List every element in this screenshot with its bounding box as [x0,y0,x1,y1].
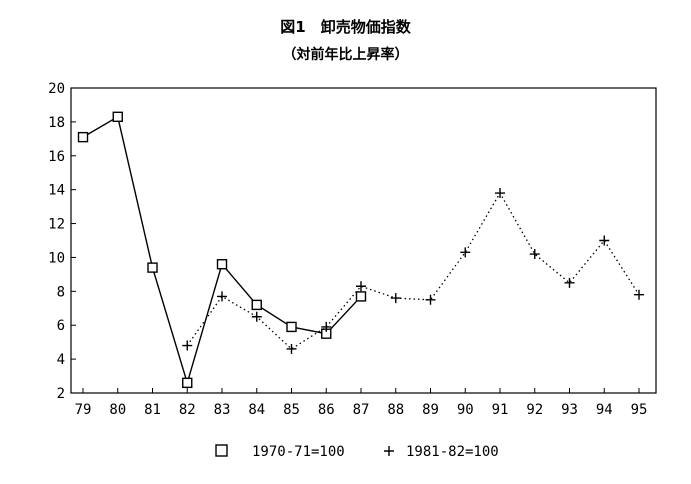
x-tick-label: 84 [248,402,265,418]
x-tick-label: 90 [457,402,474,418]
x-tick-label: 93 [561,402,578,418]
x-tick-label: 95 [631,402,648,418]
y-tick-label: 10 [48,250,65,266]
data-point-plus [564,277,575,288]
y-tick-label: 2 [57,386,65,402]
y-tick-label: 16 [48,149,65,165]
x-tick-label: 82 [179,402,196,418]
x-tick-label: 80 [109,402,126,418]
legend-square-marker [215,444,228,457]
axes: 2 4 6 8 10 12 14 16 18 20 79 80 81 82 83 84 85 86 87 88 89 90… [48,81,657,418]
y-tick-label: 14 [48,183,65,199]
series-line-1 [82,115,362,386]
x-tick-label: 88 [387,402,404,418]
data-point-square [355,291,367,302]
data-point-square [147,262,158,273]
y-tick-label: 18 [48,115,65,131]
data-point-square [77,131,89,143]
x-tick-label: 79 [75,402,92,418]
y-tick-label: 20 [48,81,65,97]
data-point-square [216,259,228,270]
series-line-2 [186,191,640,350]
data-point-plus [217,291,227,302]
data-point-plus [425,294,436,305]
data-point-square [182,377,193,389]
x-tick-label: 87 [353,402,370,418]
legend-plus-marker [384,446,394,456]
y-tick-label: 8 [57,284,65,300]
data-point-plus [182,340,193,351]
data-point-plus [321,321,332,332]
data-point-plus [286,343,297,354]
data-point-plus [251,311,262,322]
data-point-square [251,299,262,311]
x-tick-label: 85 [283,402,300,418]
series-layer [77,111,644,389]
x-tick-label: 86 [318,402,335,418]
x-tick-label: 83 [214,402,231,418]
data-point-plus [529,249,540,260]
x-tick-label: 89 [422,402,439,418]
data-point-plus [634,289,644,300]
data-point-plus [390,293,401,304]
data-point-square [286,321,297,333]
legend: 1970-71=100 1981-82=100 [215,444,499,460]
plot-frame [70,87,657,394]
data-point-plus [460,247,471,258]
legend-label-1981: 1981-82=100 [406,444,499,460]
x-tick-label: 81 [144,402,161,418]
x-tick-label: 94 [596,402,613,418]
y-tick-label: 4 [57,352,65,368]
y-tick-label: 12 [48,217,65,233]
chart-title: 図1 卸売物価指数 [280,18,411,36]
data-point-plus [599,235,610,246]
data-point-square [112,111,123,123]
data-point-plus [495,188,505,199]
chart-subtitle: （対前年比上昇率） [282,47,409,63]
legend-label-1970: 1970-71=100 [252,444,345,460]
data-point-plus [356,281,366,292]
y-tick-label: 6 [57,318,65,334]
x-tick-label: 92 [526,402,543,418]
x-tick-label: 91 [492,402,509,418]
